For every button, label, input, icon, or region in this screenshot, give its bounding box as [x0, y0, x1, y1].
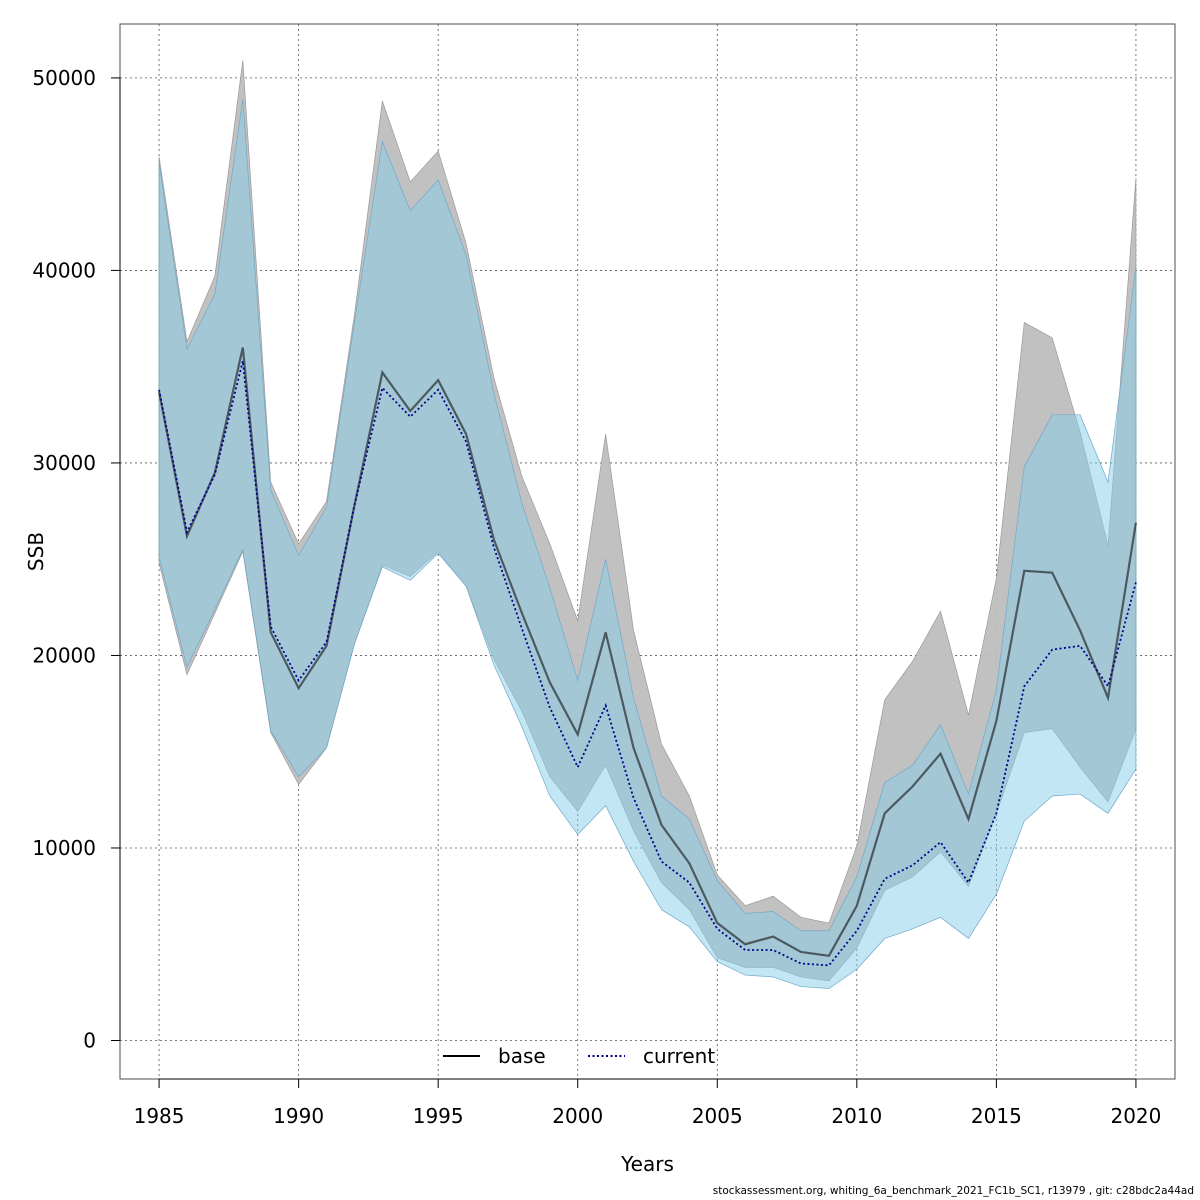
footer-credit: stockassessment.org, whiting_6a_benchmar… — [712, 1185, 1194, 1197]
x-tick-label: 2010 — [831, 1104, 882, 1128]
x-tick-label: 2020 — [1110, 1104, 1161, 1128]
x-axis-title: Years — [620, 1152, 674, 1176]
band-current — [158, 99, 1137, 989]
y-tick-label: 50000 — [32, 66, 96, 90]
x-tick-label: 1990 — [273, 1104, 324, 1128]
x-tick-label: 1995 — [413, 1104, 464, 1128]
y-axis-title: SSB — [24, 532, 48, 571]
x-tick-label: 1985 — [134, 1104, 185, 1128]
y-tick-label: 40000 — [32, 258, 96, 282]
x-axis: 1985 1990 1995 2000 2005 2010 2015 2020 — [134, 1078, 1161, 1128]
line-base — [157, 347, 1138, 957]
legend-label-base: base — [498, 1044, 546, 1068]
y-tick-label: 0 — [83, 1028, 96, 1052]
y-tick-label: 10000 — [32, 836, 96, 860]
y-tick-label: 20000 — [32, 643, 96, 667]
x-tick-label: 2000 — [552, 1104, 603, 1128]
x-tick-label: 2005 — [692, 1104, 743, 1128]
y-axis: 0 10000 20000 30000 40000 50000 — [32, 66, 121, 1052]
legend-label-current: current — [643, 1044, 715, 1068]
x-tick-label: 2015 — [971, 1104, 1022, 1128]
legend: base current — [443, 1044, 715, 1068]
confidence-bands — [158, 60, 1137, 989]
series-lines — [157, 347, 1138, 967]
line-current — [158, 360, 1137, 967]
y-tick-label: 30000 — [32, 451, 96, 475]
